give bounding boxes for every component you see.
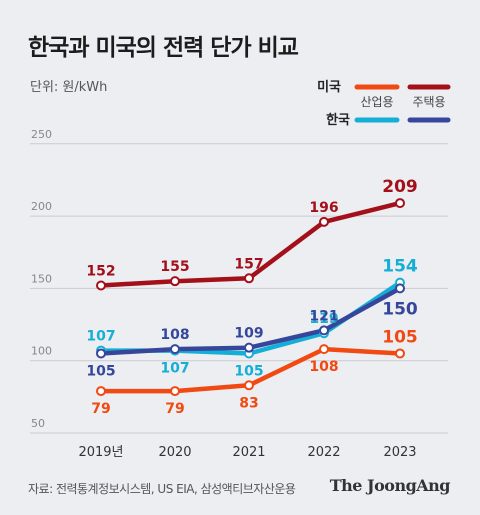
data-label-us_residential: 196 <box>309 200 338 216</box>
brand-logo: The JoongAng <box>329 476 451 495</box>
data-label-us_industrial: 79 <box>91 401 110 417</box>
data-point-korea_residential <box>96 348 106 359</box>
data-point-us_industrial <box>244 380 254 391</box>
y-tick-label: 50 <box>31 417 45 430</box>
data-label-korea_industrial: 154 <box>382 257 418 277</box>
chart-title: 한국과 미국의 전력 단가 비교 <box>28 35 299 61</box>
data-point-korea_residential <box>395 283 405 294</box>
data-point-korea_residential <box>319 325 329 336</box>
series-line-us_residential <box>98 200 403 288</box>
data-label-korea_residential: 108 <box>160 327 189 343</box>
data-point-us_industrial <box>395 348 405 359</box>
data-label-korea_industrial: 107 <box>160 361 189 377</box>
data-label-korea_residential: 109 <box>234 326 263 342</box>
data-label-us_residential: 155 <box>160 259 189 275</box>
series-line-korea_industrial <box>98 280 403 356</box>
data-label-korea_residential: 150 <box>382 299 418 319</box>
y-tick-label: 150 <box>31 272 52 285</box>
data-point-korea_residential <box>244 342 254 353</box>
data-point-us_residential <box>170 276 180 287</box>
legend-residential-label: 주택용 <box>412 95 445 109</box>
data-label-us_industrial: 79 <box>165 401 184 417</box>
y-tick-label: 100 <box>31 345 52 358</box>
data-point-us_industrial <box>319 344 329 355</box>
data-label-us_industrial: 105 <box>382 327 418 347</box>
x-tick-label: 2020 <box>158 445 191 460</box>
y-tick-label: 250 <box>31 128 52 141</box>
legend-us-label: 미국 <box>317 79 341 95</box>
legend-korea-label: 한국 <box>326 112 350 128</box>
data-label-us_industrial: 108 <box>309 359 338 375</box>
data-label-korea_residential: 121 <box>309 308 338 324</box>
data-point-us_industrial <box>96 386 106 397</box>
data-label-korea_industrial: 107 <box>86 329 115 345</box>
data-label-korea_industrial: 119 <box>309 311 338 327</box>
data-point-us_residential <box>319 216 329 227</box>
data-point-us_residential <box>96 280 106 291</box>
data-label-korea_industrial: 105 <box>234 363 263 379</box>
x-tick-label: 2019년 <box>78 445 123 460</box>
x-tick-label: 2023 <box>383 445 416 460</box>
data-point-korea_residential <box>170 344 180 355</box>
data-point-us_residential <box>395 198 405 209</box>
data-label-us_industrial: 83 <box>239 395 258 411</box>
data-label-us_residential: 152 <box>86 264 115 280</box>
data-label-korea_residential: 105 <box>86 363 115 379</box>
data-point-us_residential <box>244 273 254 284</box>
data-point-us_industrial <box>170 386 180 397</box>
data-label-us_residential: 157 <box>234 256 263 272</box>
source-note: 자료: 전력통계정보시스템, US EIA, 삼성액티브자산운용 <box>28 482 296 496</box>
y-tick-label: 200 <box>31 200 52 213</box>
x-tick-label: 2021 <box>232 445 265 460</box>
unit-label: 단위: 원/kWh <box>30 80 108 95</box>
data-label-us_residential: 209 <box>382 177 418 197</box>
legend-industrial-label: 산업용 <box>360 95 393 109</box>
x-tick-label: 2022 <box>307 445 340 460</box>
